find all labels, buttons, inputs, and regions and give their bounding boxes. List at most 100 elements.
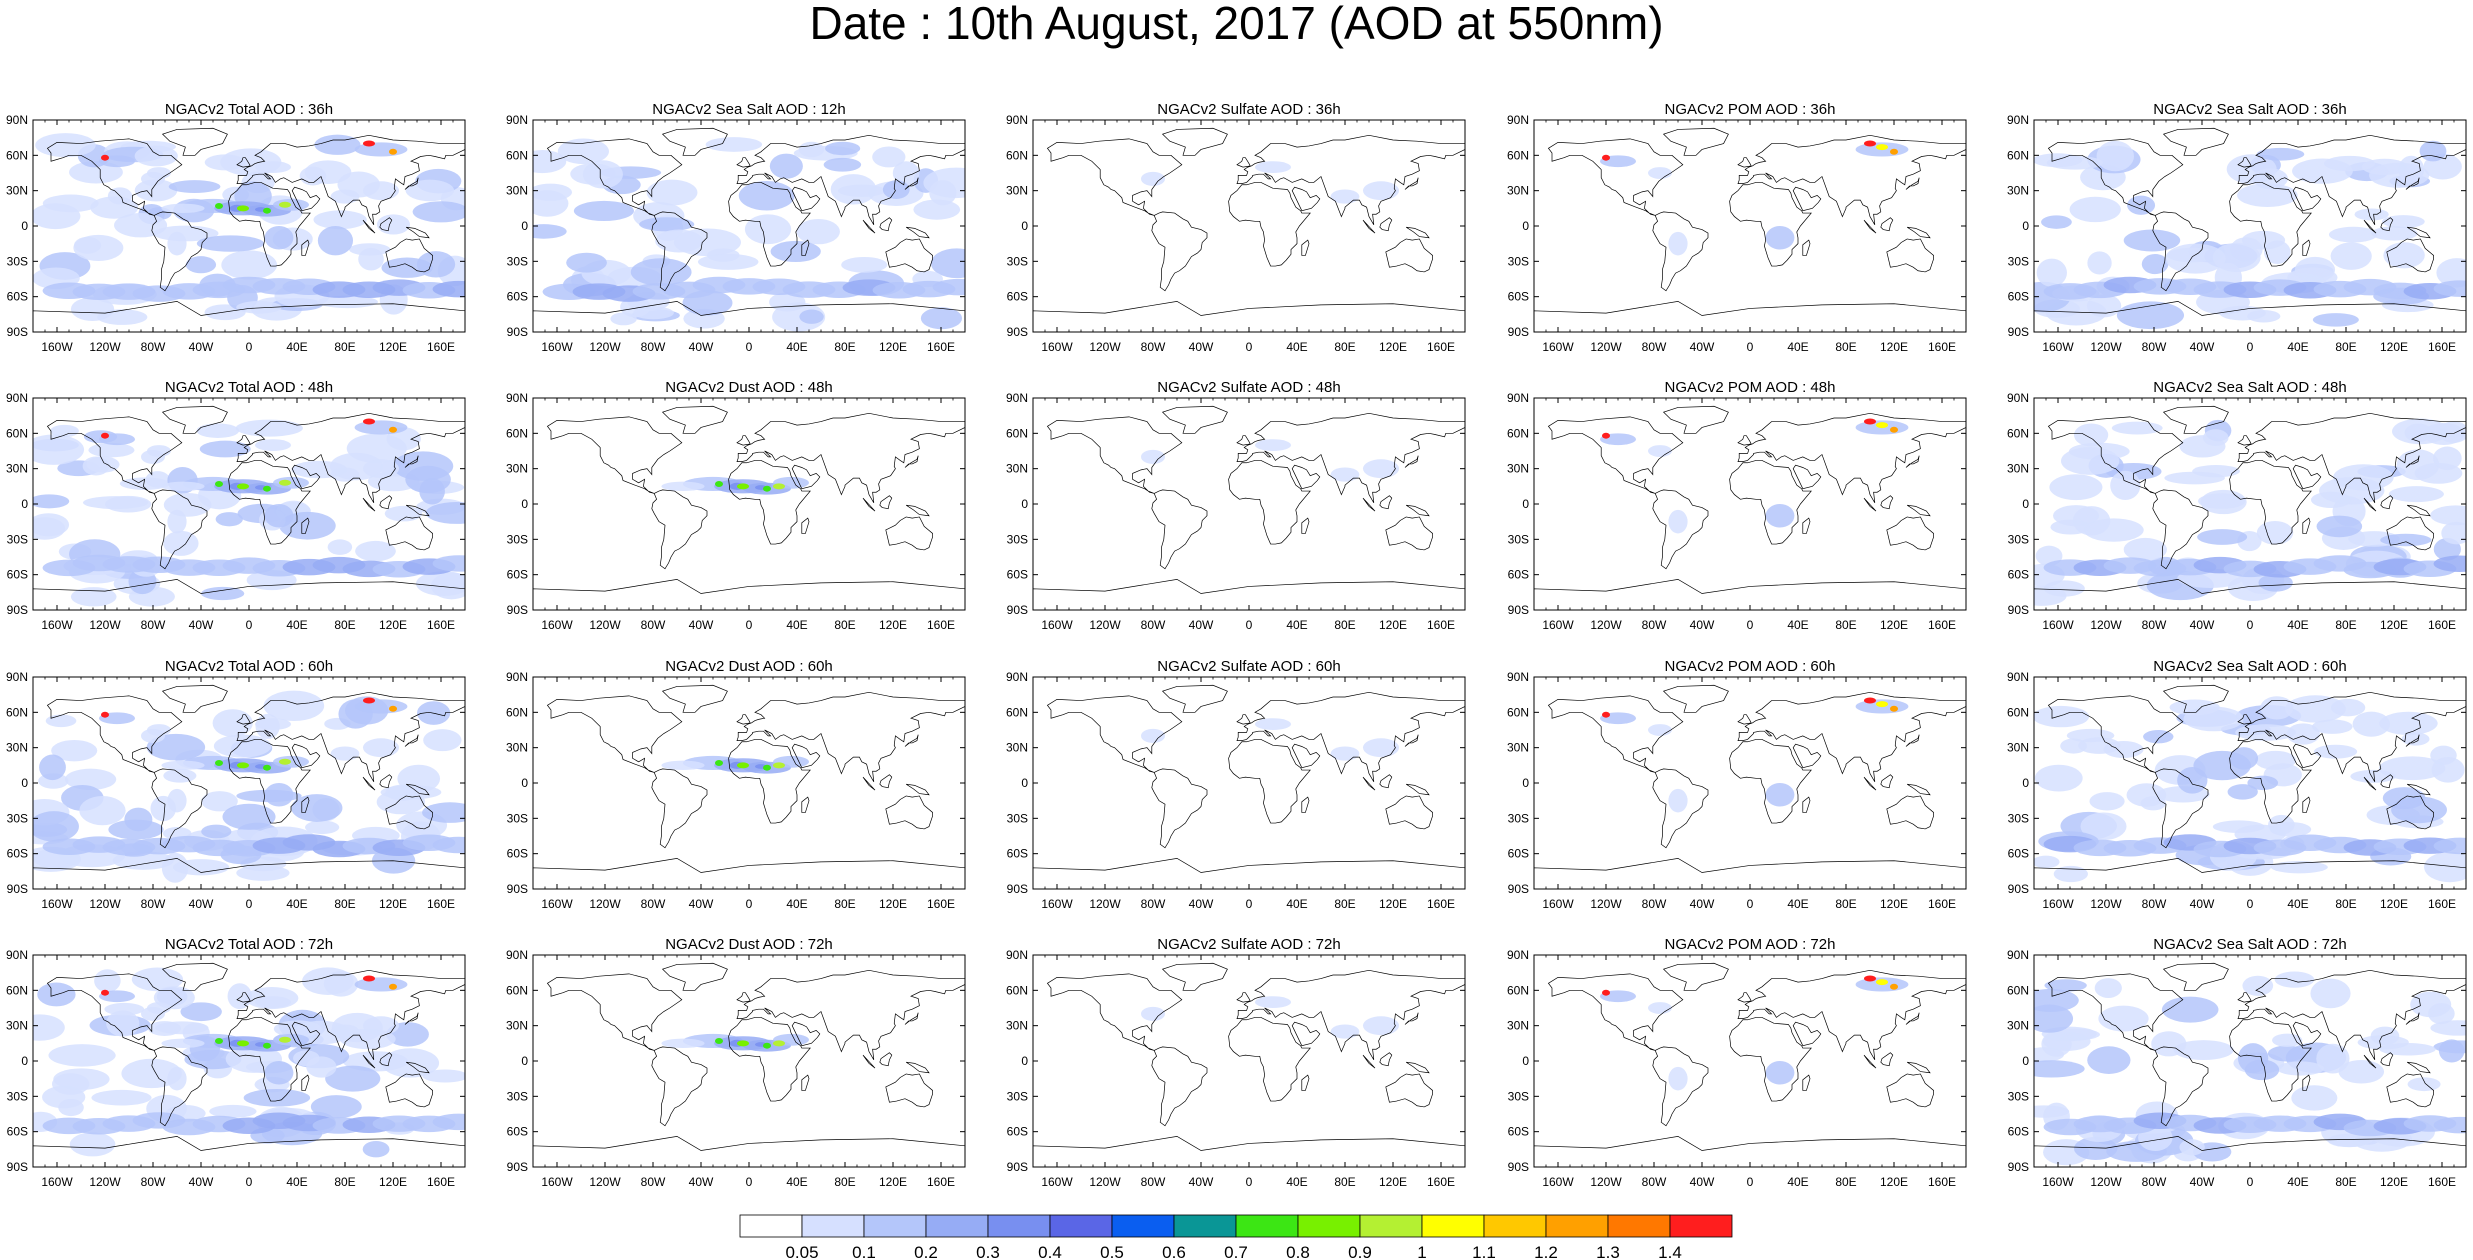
lon-tick-label: 80W <box>1642 1175 1667 1189</box>
lat-tick-label: 60S <box>1508 290 1529 304</box>
lat-tick-label: 30S <box>507 254 528 268</box>
lon-tick-label: 160E <box>1427 1175 1455 1189</box>
lat-tick-label: 60S <box>1508 1125 1529 1139</box>
lon-tick-label: 80W <box>641 618 666 632</box>
lon-tick-label: 160W <box>2042 618 2074 632</box>
lat-tick-label: 60S <box>1508 847 1529 861</box>
map-panel: 90N 60N 30N 0 30S 60S 90S 160W 120W 80W 40W 0 40E 80E… <box>2007 379 2467 632</box>
aod-shading <box>1600 697 1909 813</box>
lon-tick-label: 80E <box>1334 1175 1355 1189</box>
coastlines <box>533 405 965 610</box>
lon-tick-label: 80W <box>641 340 666 354</box>
panel-title: NGACv2 Sulfate AOD : 48h <box>1157 379 1340 396</box>
lon-tick-label: 80E <box>2335 1175 2356 1189</box>
lon-tick-label: 40W <box>689 340 714 354</box>
lat-tick-label: 30N <box>1006 1019 1028 1033</box>
lon-tick-label: 160W <box>1041 618 1073 632</box>
map-panel: 90N 60N 30N 0 30S 60S 90S 160W 120W 80W 40W 0 40E 80E… <box>1507 101 1967 354</box>
lat-tick-label: 30N <box>506 184 528 198</box>
lon-tick-label: 40E <box>786 897 807 911</box>
lat-tick-label: 30N <box>1006 462 1028 476</box>
lon-tick-label: 120E <box>379 340 407 354</box>
lon-tick-label: 40W <box>1690 897 1715 911</box>
map-panel: 90N 60N 30N 0 30S 60S 90S 160W 120W 80W 40W 0 40E 80E… <box>2007 658 2467 911</box>
lon-tick-label: 40W <box>689 897 714 911</box>
lat-tick-label: 90S <box>1508 325 1529 339</box>
lat-tick-label: 90S <box>2008 325 2029 339</box>
aod-shading <box>2034 418 2466 606</box>
lat-tick-label: 90S <box>1007 1160 1028 1174</box>
lat-tick-label: 90S <box>7 1160 28 1174</box>
lat-tick-label: 30S <box>1508 811 1529 825</box>
lon-tick-label: 80E <box>1334 340 1355 354</box>
map-panel: 90N 60N 30N 0 30S 60S 90S 160W 120W 80W 40W 0 40E 80E… <box>6 658 466 911</box>
lon-tick-label: 160W <box>2042 1175 2074 1189</box>
aod-shading <box>1141 718 1399 761</box>
lon-tick-label: 80E <box>1835 1175 1856 1189</box>
lat-tick-label: 30N <box>6 741 28 755</box>
lon-tick-label: 120W <box>589 897 621 911</box>
lon-tick-label: 160W <box>41 618 73 632</box>
lon-tick-label: 120W <box>1089 340 1121 354</box>
lon-tick-label: 40W <box>189 897 214 911</box>
panel-title: NGACv2 Dust AOD : 72h <box>665 936 833 953</box>
map-panel: 90N 60N 30N 0 30S 60S 90S 160W 120W 80W 40W 0 40E 80E… <box>1006 936 1466 1189</box>
lat-tick-label: 30S <box>1007 254 1028 268</box>
lat-tick-label: 30S <box>1007 532 1028 546</box>
lon-tick-label: 80W <box>141 340 166 354</box>
lon-tick-label: 40E <box>286 618 307 632</box>
lat-tick-label: 0 <box>21 776 28 790</box>
map-panel: 90N 60N 30N 0 30S 60S 90S 160W 120W 80W 40W 0 40E 80E… <box>1507 379 1967 632</box>
lon-tick-label: 160E <box>927 618 955 632</box>
lon-tick-label: 120W <box>1590 340 1622 354</box>
coastlines <box>33 684 465 889</box>
lon-tick-label: 160W <box>2042 897 2074 911</box>
lat-tick-label: 0 <box>21 497 28 511</box>
aod-shading <box>661 476 809 495</box>
lat-tick-label: 90N <box>1507 670 1529 684</box>
lon-tick-label: 40W <box>1189 1175 1214 1189</box>
lon-tick-label: 120E <box>1880 1175 1908 1189</box>
lat-tick-label: 90N <box>1006 113 1028 127</box>
lat-tick-label: 30S <box>2008 254 2029 268</box>
lon-tick-label: 80E <box>1835 340 1856 354</box>
lat-tick-label: 90N <box>1507 391 1529 405</box>
lon-tick-label: 160E <box>1427 897 1455 911</box>
lat-tick-label: 0 <box>521 776 528 790</box>
lat-tick-label: 90S <box>1508 882 1529 896</box>
lat-tick-label: 0 <box>521 219 528 233</box>
lon-tick-label: 0 <box>246 618 253 632</box>
lon-tick-label: 160W <box>41 1175 73 1189</box>
lat-tick-label: 30S <box>2008 532 2029 546</box>
lat-tick-label: 30N <box>1507 741 1529 755</box>
lon-tick-label: 40E <box>1286 897 1307 911</box>
lat-tick-label: 90N <box>6 113 28 127</box>
lon-tick-label: 120W <box>89 618 121 632</box>
map-background <box>1033 955 1465 1167</box>
map-panel: 90N 60N 30N 0 30S 60S 90S 160W 120W 80W 40W 0 40E 80E… <box>506 101 966 354</box>
coastlines <box>1534 405 1966 610</box>
lat-tick-label: 90N <box>2007 113 2029 127</box>
lon-tick-label: 80E <box>334 618 355 632</box>
lat-tick-label: 60S <box>1007 568 1028 582</box>
panel-title: NGACv2 POM AOD : 36h <box>1665 101 1836 118</box>
lat-tick-label: 60N <box>6 148 28 162</box>
lon-tick-label: 80E <box>1835 897 1856 911</box>
map-panel: 90N 60N 30N 0 30S 60S 90S 160W 120W 80W 40W 0 40E 80E… <box>1507 658 1967 911</box>
lat-tick-label: 60N <box>1507 983 1529 997</box>
lat-tick-label: 90S <box>507 603 528 617</box>
lon-tick-label: 160E <box>2428 340 2456 354</box>
lat-tick-label: 90S <box>2008 1160 2029 1174</box>
lon-tick-label: 40E <box>1787 340 1808 354</box>
lat-tick-label: 90N <box>2007 948 2029 962</box>
lon-tick-label: 160E <box>927 1175 955 1189</box>
lon-tick-label: 40W <box>1690 340 1715 354</box>
lon-tick-label: 160W <box>1542 1175 1574 1189</box>
lat-tick-label: 60N <box>6 426 28 440</box>
lon-tick-label: 0 <box>246 1175 253 1189</box>
lon-tick-label: 160E <box>2428 897 2456 911</box>
lon-tick-label: 120E <box>879 618 907 632</box>
lat-tick-label: 90N <box>2007 670 2029 684</box>
aod-shading <box>661 1033 809 1052</box>
lon-tick-label: 120W <box>2090 897 2122 911</box>
